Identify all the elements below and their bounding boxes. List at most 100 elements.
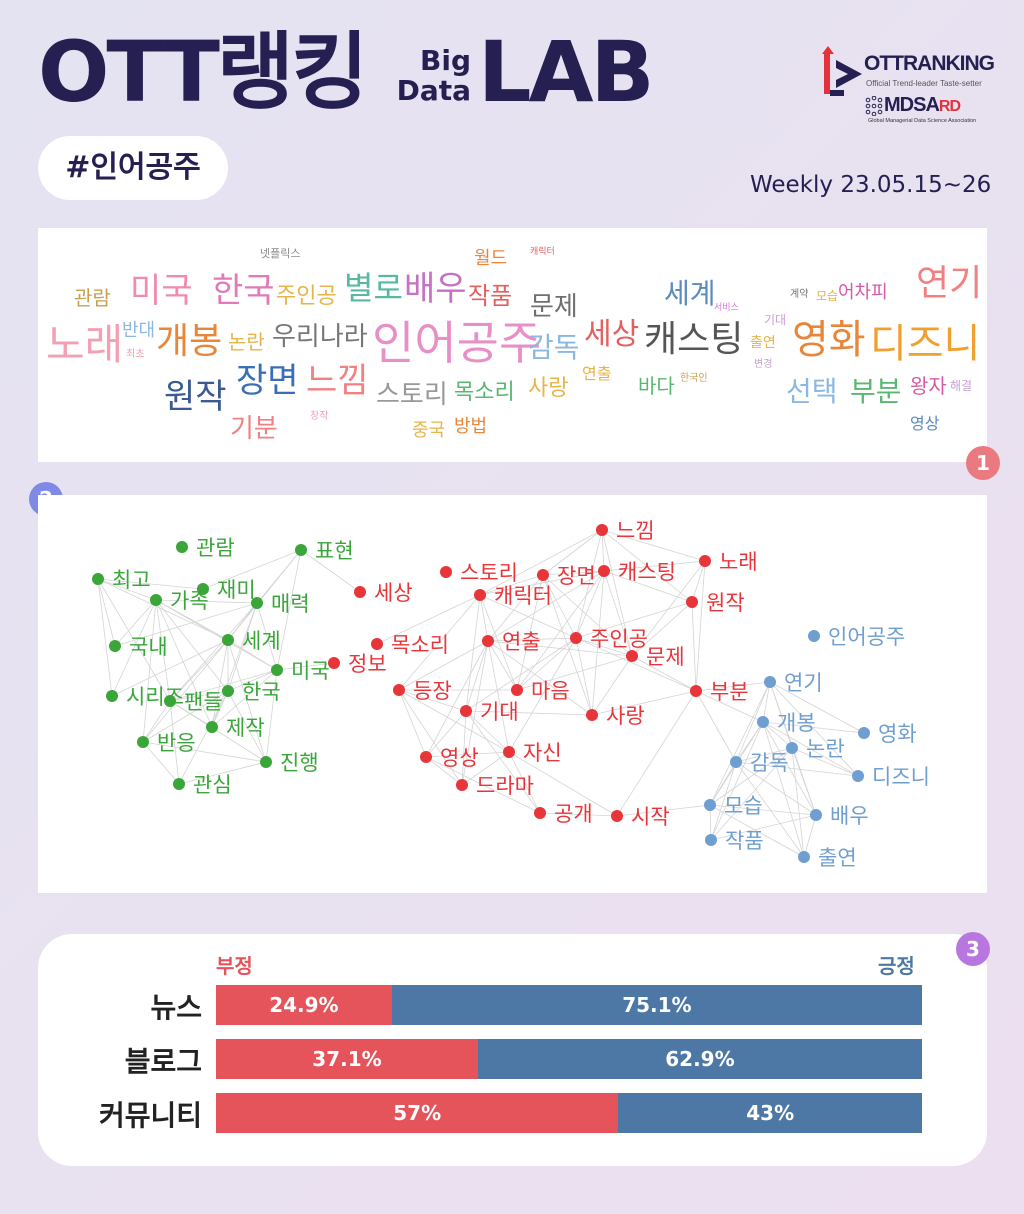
network-edge [97,578,157,601]
wordcloud-word: 별로 [344,269,403,307]
network-edge [211,669,278,728]
network-node-label: 사랑 [606,704,645,728]
sentiment-bar: 24.9% 75.1% [216,985,922,1025]
network-edge [695,681,771,692]
network-edge [398,594,481,691]
network-node-label: 미국 [291,659,330,683]
network-edge [227,690,267,763]
network-node [786,742,798,754]
network-edge [300,549,361,593]
network-edge [111,599,157,697]
network-node-label: 부분 [710,680,749,704]
network-node [511,684,523,696]
network-edge [631,655,697,692]
network-node-label: 출연 [818,846,857,870]
wordcloud-word: 기대 [764,313,787,327]
network-node-label: 영화 [878,722,917,746]
network-node-label: 국내 [129,635,168,659]
network-node [150,594,162,606]
network-edge [227,602,258,692]
wordcloud-word: 최초 [126,349,145,360]
network-node [371,638,383,650]
lab-title: LAB [478,23,655,121]
network-edge [508,751,541,814]
network-node-label: 논란 [806,737,845,761]
network-edge [791,747,805,858]
network-node [206,721,218,733]
network-edge [516,570,605,691]
wordcloud-word: 왕자 [910,374,947,398]
network-edge [465,640,489,712]
network-node [537,569,549,581]
network-node-label: 캐릭터 [494,584,552,608]
network-edge [169,669,278,702]
network-edge [461,710,467,786]
network-node-label: 제작 [226,716,265,740]
network-edge [591,690,697,716]
wordcloud-word: 방법 [454,416,488,437]
network-edge [601,529,633,657]
network-node [328,657,340,669]
wordcloud-word: 세상 [584,317,640,352]
network-edge [601,529,693,603]
network-edge [516,574,544,691]
wordcloud-word: 논란 [228,330,265,354]
network-edge [479,594,577,639]
big-data-label: Big Data [386,46,471,106]
network-edge [631,560,706,657]
network-edge [575,637,633,657]
network-edge [616,690,697,817]
network-edge [465,637,577,712]
network-edge [465,710,593,716]
network-edge [695,560,706,692]
network-edge [461,640,489,786]
network-edge [479,594,518,691]
network-node [354,586,366,598]
negative-segment: 57% [216,1093,619,1133]
positive-segment: 62.9% [477,1039,922,1079]
mdsa-logo-subtitle: Global Managerial Data Science Associati… [868,118,977,124]
wordcloud-word: 느낌 [306,361,369,401]
network-edge [487,637,577,642]
badge-1: 1 [966,446,1000,480]
network-edge [762,721,865,734]
wordcloud-word: 서비스 [714,303,739,313]
network-edge [710,761,737,841]
network-edge [695,690,737,763]
network-edge [542,574,577,639]
wordcloud-word: 한국 [212,271,275,311]
wordcloud-word: 우리나라 [272,322,368,352]
network-edge [142,639,229,743]
network-node-label: 주인공 [590,627,648,651]
network-edge [169,700,267,763]
network-edge [709,747,793,806]
wordcloud-word: 연출 [582,364,612,383]
wordcloud-word: 인어공주 [372,316,542,370]
network-edge [603,560,706,572]
wordcloud-word: 영화 [792,317,866,363]
ottranking-logo-icon [822,46,862,96]
network-edge [575,529,603,639]
network-node-label: 세상 [374,581,413,605]
network-node-label: 연기 [784,671,823,695]
network-edge [227,669,278,692]
wordcloud-word: 바다 [638,374,675,398]
negative-value-label: 24.9% [269,993,339,1017]
network-node [699,555,711,567]
network-edge [710,747,793,841]
negative-segment: 24.9% [216,985,392,1025]
network-edge [227,639,267,763]
network-edge [769,681,859,777]
network-edge [227,639,278,671]
network-node [570,632,582,644]
network-node [626,650,638,662]
network-edge [211,690,229,728]
network-edge [479,574,544,596]
wordcloud-word: 기분 [230,414,278,444]
badge-3: 3 [956,932,990,966]
network-edge [542,529,603,576]
network-node [730,756,742,768]
network-edge [516,637,577,691]
network-node [482,635,494,647]
network-edge [575,601,693,639]
